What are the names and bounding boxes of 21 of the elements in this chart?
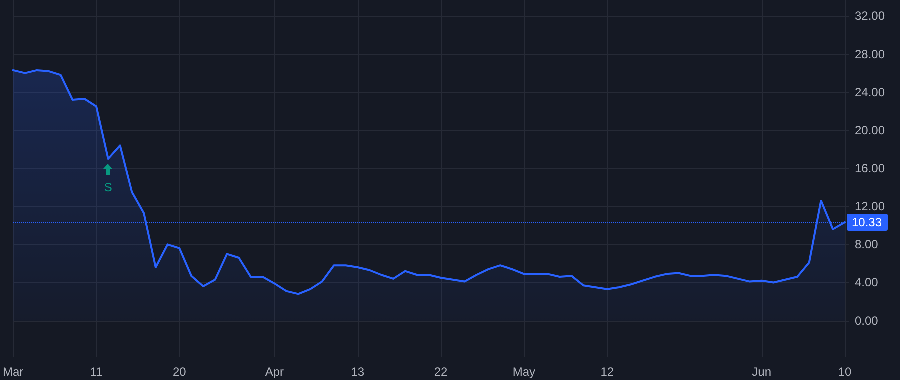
x-tick-label: Jun xyxy=(752,365,772,379)
x-tick-label: 20 xyxy=(172,365,187,379)
x-tick-label: 13 xyxy=(351,365,365,379)
x-tick-label: 10 xyxy=(838,365,852,379)
y-tick-label: 24.00 xyxy=(855,85,886,100)
y-tick-label: 20.00 xyxy=(855,123,886,138)
x-tick-label: Mar xyxy=(2,365,24,379)
x-tick-label: Apr xyxy=(265,365,284,379)
ref-line-label: 10.33 xyxy=(852,215,882,230)
x-tick-label: 11 xyxy=(90,365,104,379)
y-tick-label: 28.00 xyxy=(855,47,886,62)
y-tick-label: 12.00 xyxy=(855,200,886,214)
y-tick-label: 8.00 xyxy=(855,238,879,252)
y-tick-label: 0.00 xyxy=(855,314,879,328)
y-tick-label: 16.00 xyxy=(855,162,886,176)
x-tick-label: 12 xyxy=(600,365,614,379)
y-tick-label: 4.00 xyxy=(855,276,879,290)
x-tick-label: 22 xyxy=(434,365,448,379)
x-tick-label: May xyxy=(512,365,536,379)
annotation: S xyxy=(104,180,112,194)
y-tick-label: 32.00 xyxy=(855,9,886,24)
